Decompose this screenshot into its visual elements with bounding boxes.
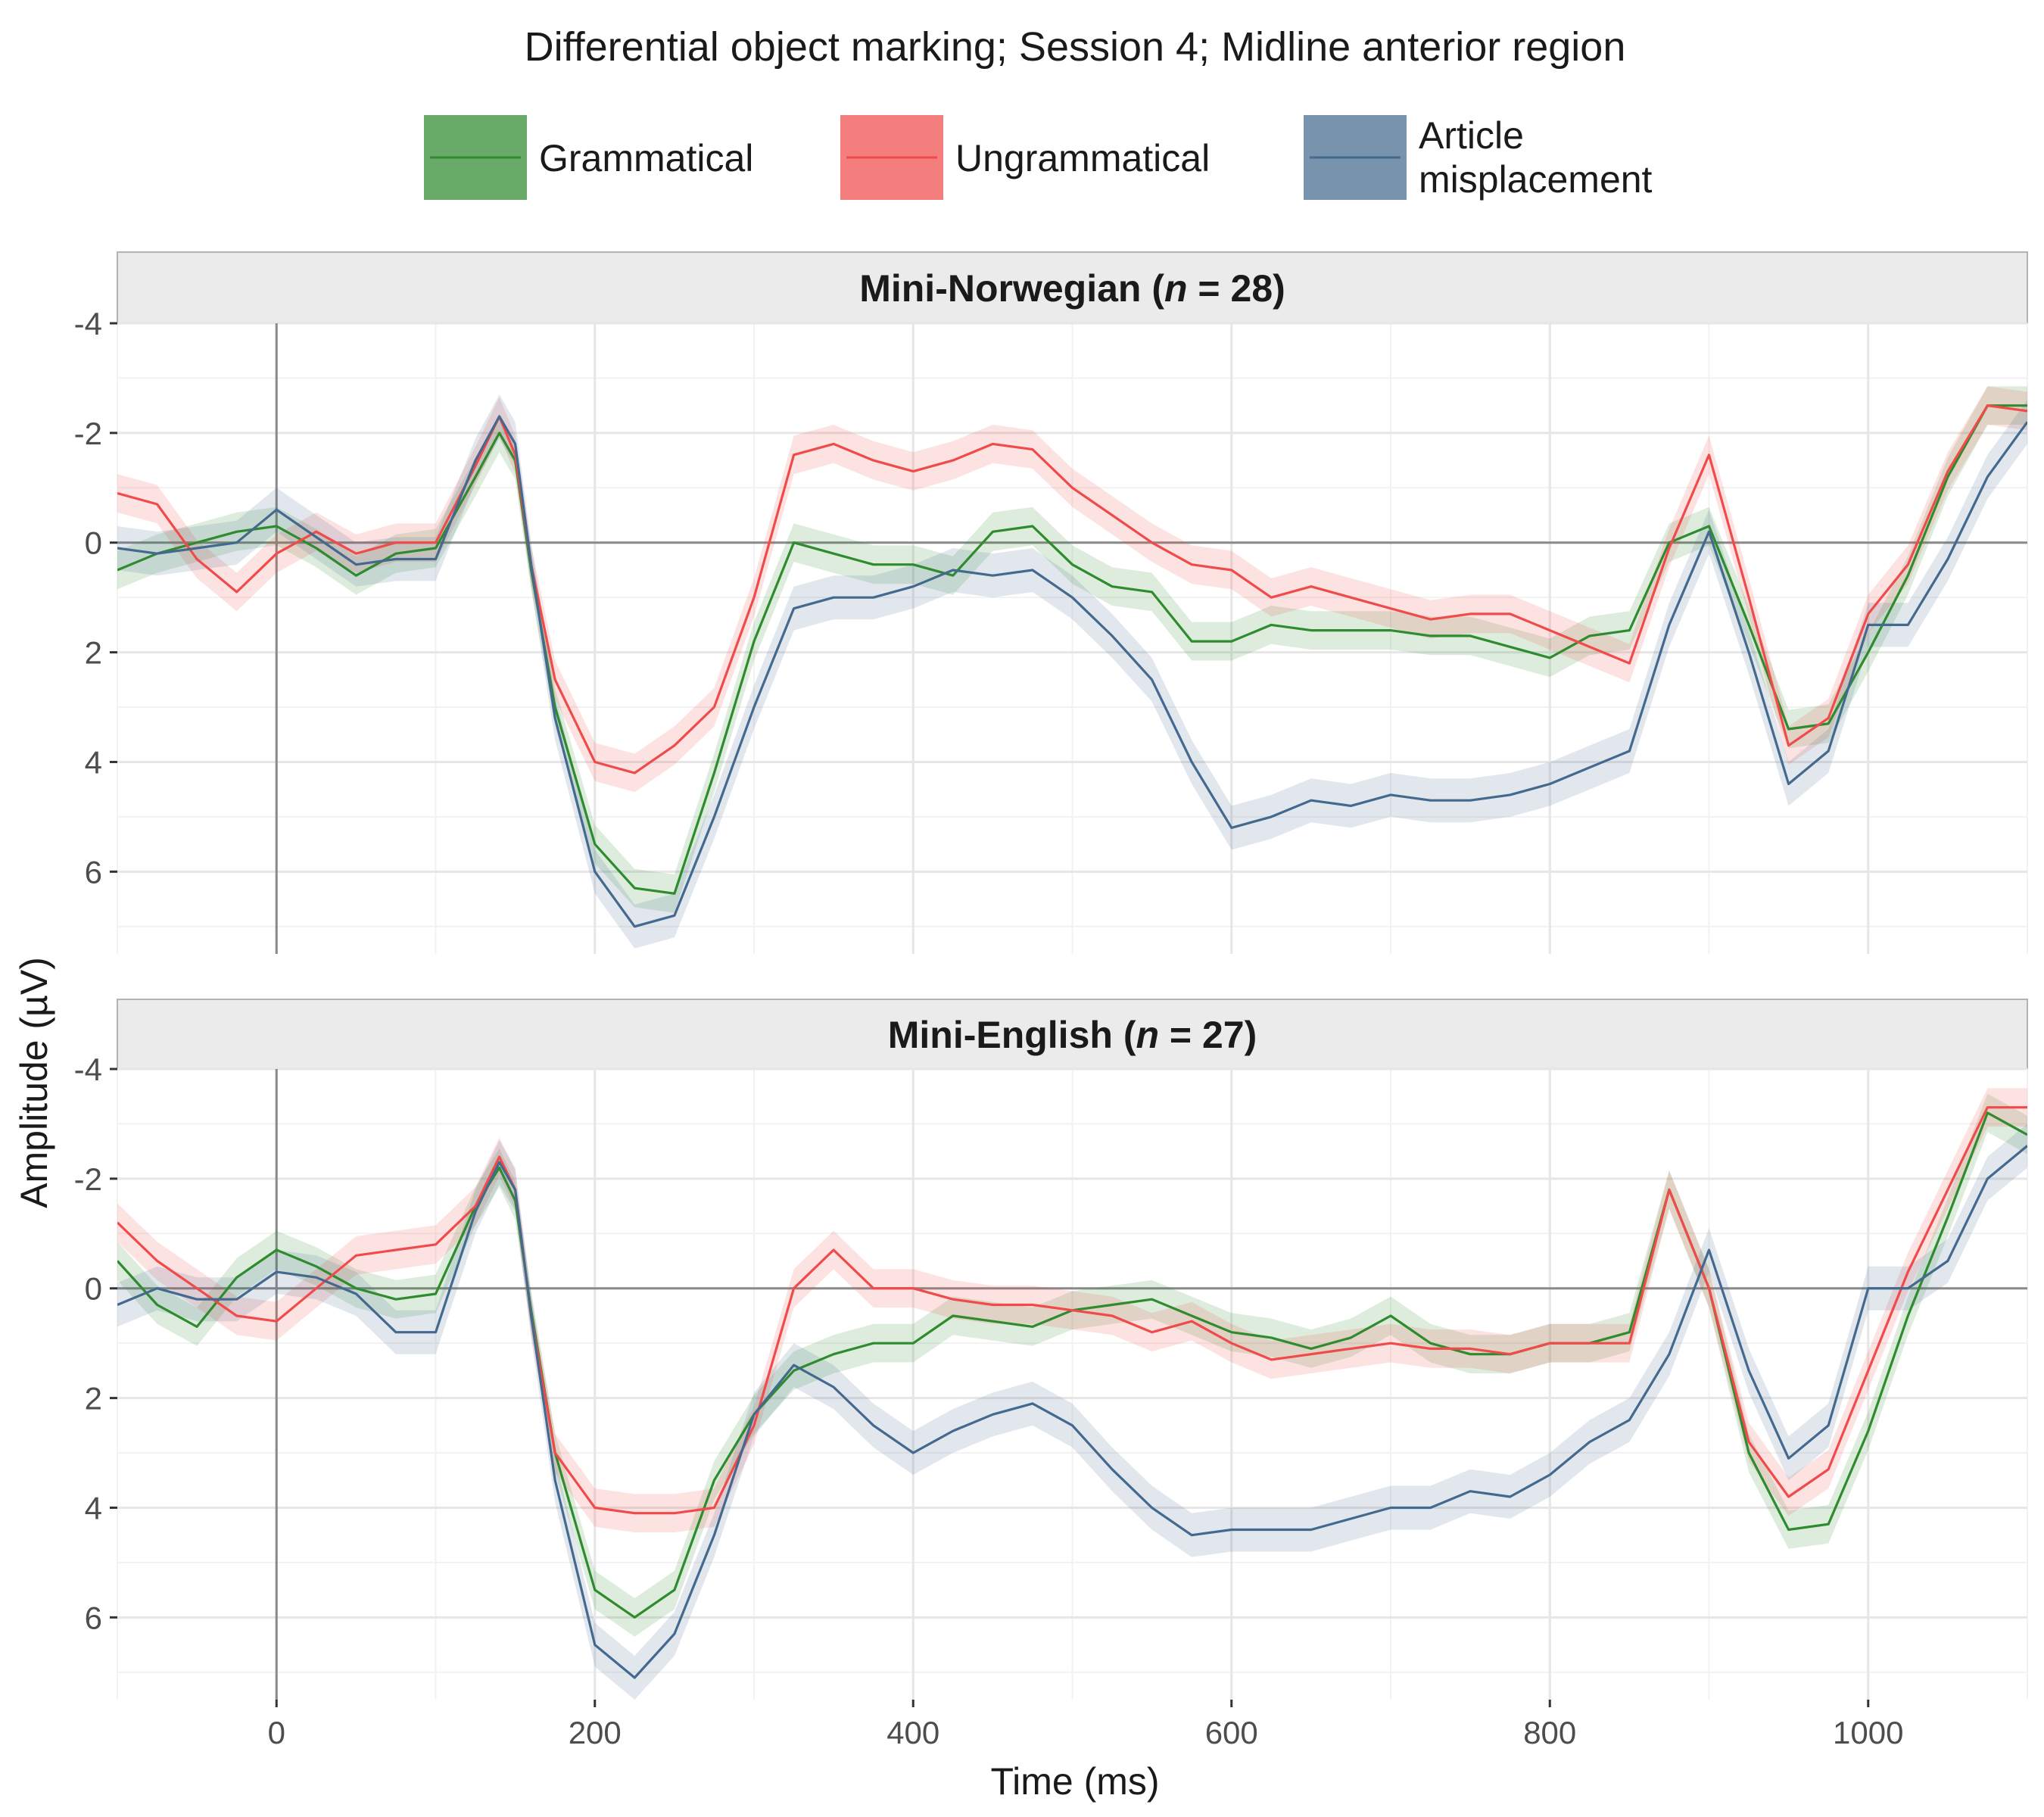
x-tick-label: 1000 bbox=[1833, 1715, 1903, 1750]
legend-label: Grammatical bbox=[539, 137, 753, 179]
y-tick-label: 2 bbox=[85, 635, 102, 671]
y-axis-label: Amplitude (µV) bbox=[13, 957, 55, 1208]
panel-strip bbox=[117, 999, 2028, 1070]
y-tick-label: -2 bbox=[74, 416, 102, 451]
legend-item: Ungrammatical bbox=[840, 115, 1210, 200]
legend: Grammatical Ungrammatical Article misplacem… bbox=[424, 114, 1653, 201]
x-tick-label: 800 bbox=[1523, 1715, 1576, 1750]
chart-title: Differential object marking; Session 4; … bbox=[525, 24, 1626, 70]
y-tick-label: 0 bbox=[85, 1271, 102, 1307]
y-tick-label: 4 bbox=[85, 744, 102, 780]
panel-strip-label: Mini-English (n = 27) bbox=[888, 1014, 1257, 1056]
x-axis-label: Time (ms) bbox=[990, 1760, 1159, 1803]
x-tick-label: 200 bbox=[569, 1715, 622, 1750]
y-tick-label: 4 bbox=[85, 1490, 102, 1526]
y-tick-label: 2 bbox=[85, 1381, 102, 1417]
y-tick-label: -4 bbox=[74, 306, 102, 341]
legend-label: Ungrammatical bbox=[955, 137, 1210, 179]
y-tick-label: -4 bbox=[74, 1052, 102, 1087]
series-line bbox=[117, 415, 2027, 928]
series-line bbox=[117, 1145, 2027, 1679]
confidence-band bbox=[117, 1124, 2027, 1700]
panels: Mini-Norwegian (n = 28)-4-20246Mini-Engl… bbox=[74, 251, 2028, 1750]
series-line bbox=[117, 1106, 2027, 1515]
x-tick-label: 400 bbox=[886, 1715, 939, 1750]
panel: Mini-Norwegian (n = 28) -4 -2 0 2 4 6 bbox=[74, 251, 2028, 954]
x-tick-label: 0 bbox=[268, 1715, 285, 1750]
panel: Mini-English (n = 27) -4 -2 0 2 4 6 0 200 400 600 8… bbox=[74, 999, 2028, 1750]
legend-item: Article misplacement bbox=[1304, 114, 1653, 201]
y-tick-label: 0 bbox=[85, 525, 102, 561]
x-tick-label: 600 bbox=[1205, 1715, 1258, 1750]
legend-label: Article misplacement bbox=[1419, 114, 1653, 201]
y-tick-label: -2 bbox=[74, 1161, 102, 1197]
panel-strip-label: Mini-Norwegian (n = 28) bbox=[859, 267, 1285, 310]
legend-item: Grammatical bbox=[424, 115, 753, 200]
panel-strip bbox=[117, 251, 2028, 324]
y-tick-label: 6 bbox=[85, 854, 102, 890]
series-line bbox=[117, 404, 2027, 774]
y-tick-label: 6 bbox=[85, 1600, 102, 1635]
